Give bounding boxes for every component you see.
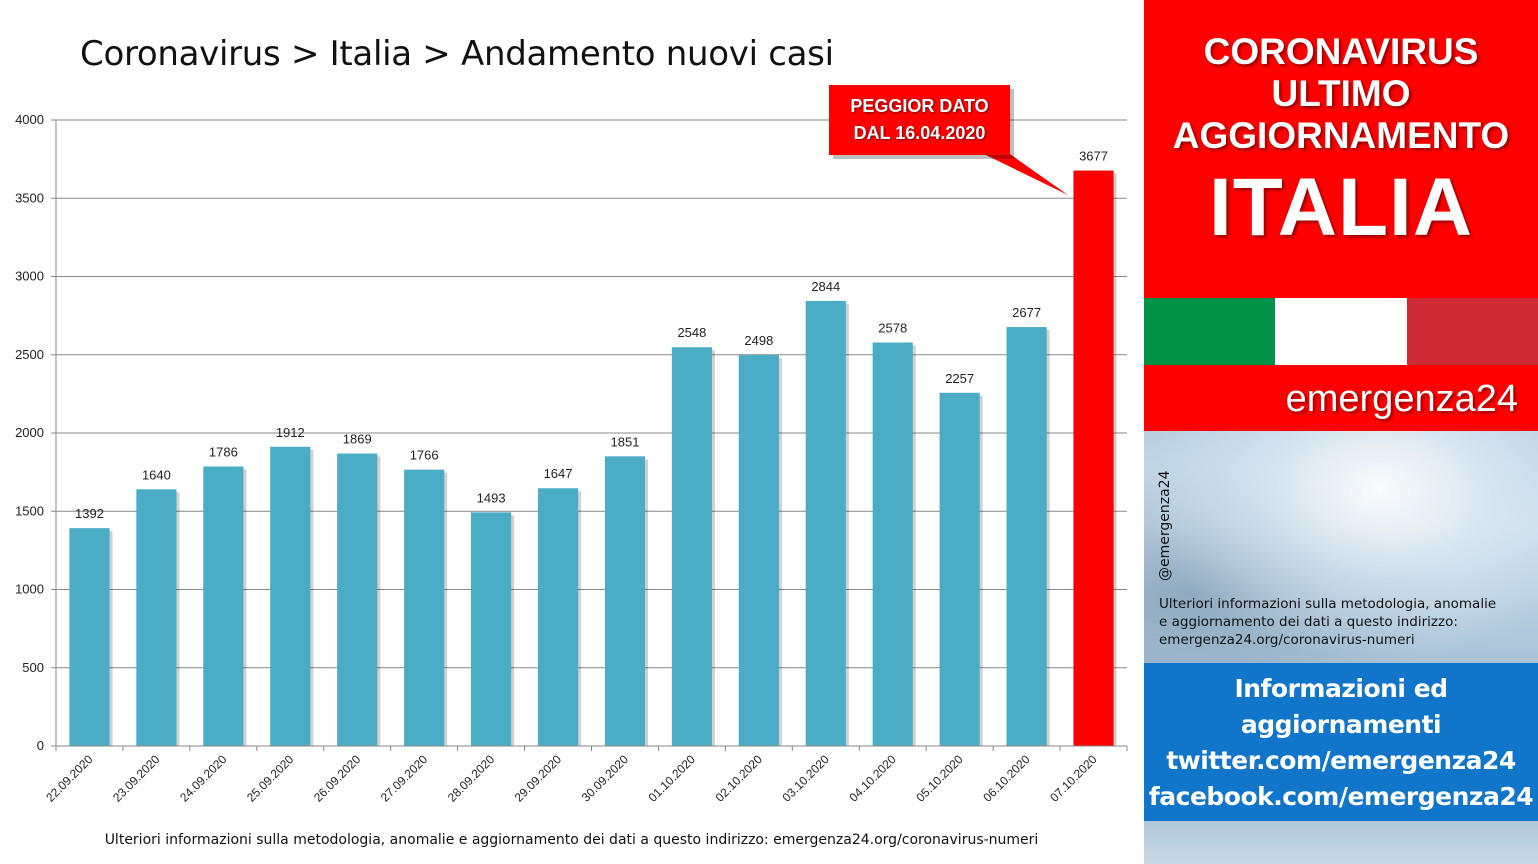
social-handle: @emergenza24 bbox=[1157, 470, 1173, 582]
y-tick-label: 4000 bbox=[15, 112, 44, 127]
header-line-3: AGGIORNAMENTO bbox=[1172, 115, 1510, 156]
data-label: 1640 bbox=[142, 467, 171, 482]
data-label: 1869 bbox=[343, 432, 372, 447]
header-country: ITALIA bbox=[1208, 162, 1474, 253]
bar bbox=[738, 355, 779, 746]
callout-box bbox=[829, 85, 1010, 155]
data-label: 2677 bbox=[1012, 305, 1041, 320]
x-tick-label: 27.09.2020 bbox=[378, 752, 431, 805]
chart-title: Coronavirus > Italia > Andamento nuovi c… bbox=[80, 34, 834, 74]
data-label: 2498 bbox=[744, 333, 773, 348]
x-tick-label: 05.10.2020 bbox=[913, 752, 966, 805]
data-label: 1786 bbox=[209, 444, 238, 459]
methodology-note: Ulteriori informazioni sulla metodologia… bbox=[1159, 595, 1534, 649]
bar bbox=[404, 469, 445, 746]
methodology-note-line-3: emergenza24.org/coronavirus-numeri bbox=[1159, 632, 1415, 648]
bar bbox=[136, 489, 177, 746]
bar bbox=[471, 512, 512, 746]
footnote: Ulteriori informazioni sulla metodologia… bbox=[104, 832, 1039, 848]
data-label: 3677 bbox=[1079, 149, 1108, 164]
y-tick-label: 3500 bbox=[15, 190, 44, 205]
flag-red-stripe bbox=[1406, 298, 1538, 365]
brand-name: emergenza24 bbox=[1285, 378, 1518, 420]
x-tick-label: 02.10.2020 bbox=[713, 752, 766, 805]
background-photo-strip bbox=[1144, 821, 1538, 864]
header-line-2: ULTIMO bbox=[1271, 73, 1411, 114]
data-label: 1392 bbox=[75, 506, 104, 521]
callout-line-1: PEGGIOR DATO bbox=[850, 96, 989, 116]
x-tick-label: 23.09.2020 bbox=[110, 752, 163, 805]
y-tick-label: 1500 bbox=[15, 503, 44, 518]
methodology-note-line-1: Ulteriori informazioni sulla metodologia… bbox=[1159, 596, 1497, 612]
bar bbox=[604, 456, 646, 746]
twitter-link[interactable]: twitter.com/emergenza24 bbox=[1166, 746, 1516, 775]
callout-line-2: DAL 16.04.2020 bbox=[853, 123, 986, 143]
info-banner: Informazioni ed aggiornamenti twitter.co… bbox=[1144, 663, 1538, 821]
x-tick-label: 01.10.2020 bbox=[646, 752, 699, 805]
x-tick-label: 22.09.2020 bbox=[43, 752, 96, 805]
background-photo: @emergenza24 Ulteriori informazioni sull… bbox=[1144, 431, 1538, 663]
x-tick-label: 06.10.2020 bbox=[980, 752, 1033, 805]
x-tick-label: 29.09.2020 bbox=[512, 752, 565, 805]
data-label: 2257 bbox=[945, 371, 974, 386]
x-tick-label: 04.10.2020 bbox=[846, 752, 899, 805]
bar bbox=[671, 347, 712, 746]
bar-chart: 0 500 1000 1500 2000 2500 3000 3500 4000 1392 22.0… bbox=[15, 85, 1128, 805]
header-banner: CORONAVIRUS ULTIMO AGGIORNAMENTO ITALIA bbox=[1144, 0, 1538, 298]
bar bbox=[872, 342, 913, 746]
methodology-note-line-2: e aggiornamento dei dati a questo indiri… bbox=[1159, 614, 1458, 630]
bar bbox=[805, 300, 846, 746]
data-label: 2844 bbox=[811, 279, 840, 294]
y-tick-label: 500 bbox=[22, 660, 44, 675]
info-line-2: aggiornamenti bbox=[1240, 710, 1442, 739]
data-label: 1912 bbox=[276, 425, 305, 440]
bar bbox=[939, 392, 980, 746]
data-label: 2548 bbox=[677, 325, 706, 340]
x-tick-label: 03.10.2020 bbox=[780, 752, 833, 805]
x-tick-label: 28.09.2020 bbox=[445, 752, 498, 805]
side-panel: CORONAVIRUS ULTIMO AGGIORNAMENTO ITALIA … bbox=[1144, 0, 1538, 864]
data-label: 1493 bbox=[477, 490, 506, 505]
italian-flag bbox=[1144, 298, 1538, 365]
flag-white-stripe bbox=[1275, 298, 1407, 365]
x-tick-label: 26.09.2020 bbox=[311, 752, 364, 805]
bar bbox=[1006, 327, 1047, 746]
bar bbox=[337, 453, 378, 746]
x-tick-label: 30.09.2020 bbox=[579, 752, 632, 805]
y-tick-label: 2500 bbox=[15, 347, 44, 362]
x-tick-label: 24.09.2020 bbox=[177, 752, 230, 805]
header-line-1: CORONAVIRUS bbox=[1203, 31, 1479, 72]
callout-label: PEGGIOR DATO DAL 16.04.2020 bbox=[829, 85, 1010, 155]
data-label: 1766 bbox=[410, 448, 439, 463]
y-tick-label: 1000 bbox=[15, 582, 44, 597]
x-tick-label: 07.10.2020 bbox=[1047, 752, 1100, 805]
brand-banner: emergenza24 bbox=[1144, 365, 1538, 431]
data-label: 1647 bbox=[544, 466, 573, 481]
bar bbox=[270, 446, 311, 746]
bar bbox=[203, 466, 244, 746]
flag-green-stripe bbox=[1144, 298, 1276, 365]
y-tick-label: 3000 bbox=[15, 269, 44, 284]
data-label: 1851 bbox=[611, 434, 640, 449]
y-tick-label: 2000 bbox=[15, 425, 44, 440]
y-tick-label: 0 bbox=[37, 738, 44, 753]
facebook-link[interactable]: facebook.com/emergenza24 bbox=[1148, 782, 1534, 811]
bar bbox=[69, 528, 110, 746]
data-label: 2578 bbox=[878, 321, 907, 336]
highlight-bar bbox=[1073, 170, 1114, 746]
bar bbox=[537, 488, 579, 746]
x-tick-label: 25.09.2020 bbox=[244, 752, 297, 805]
info-line-1: Informazioni ed bbox=[1234, 674, 1448, 703]
